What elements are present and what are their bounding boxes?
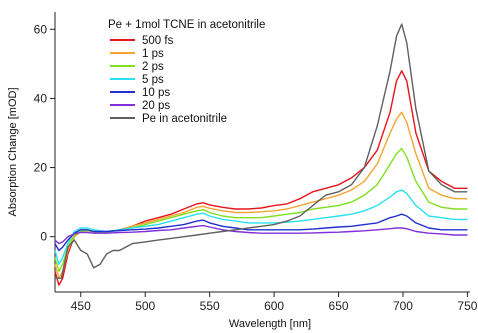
y-tick-label: 40 — [34, 91, 48, 105]
series-line-5 — [54, 224, 468, 245]
legend-label: 10 ps — [142, 87, 170, 99]
series-line-3 — [54, 189, 468, 265]
y-tick-label: 60 — [34, 22, 48, 36]
series-line-6 — [55, 23, 468, 279]
legend-label: Pe in acetonitrile — [142, 113, 227, 125]
y-tick-label: 0 — [40, 230, 47, 244]
series-lines — [54, 23, 468, 286]
series-line-2 — [54, 147, 468, 272]
legend: Pe + 1mol TCNE in acetonitrile 500 fs1 p… — [108, 19, 265, 125]
x-tick-label: 750 — [457, 299, 477, 313]
x-tick-label: 650 — [329, 299, 349, 313]
legend-title: Pe + 1mol TCNE in acetonitrile — [108, 19, 265, 31]
y-tick-label: 20 — [34, 161, 48, 175]
legend-label: 2 ps — [142, 61, 164, 73]
x-tick-label: 500 — [135, 299, 155, 313]
series-line-0 — [54, 70, 468, 286]
y-axis-label: Absorption Change [mOD] — [7, 87, 19, 216]
x-tick-label: 600 — [264, 299, 284, 313]
x-ticks: 450 500 550 600 650 700 750 — [71, 292, 478, 313]
x-tick-label: 700 — [393, 299, 413, 313]
legend-label: 5 ps — [142, 74, 164, 86]
series-line-1 — [54, 111, 468, 279]
legend-label: 1 ps — [142, 48, 164, 60]
x-axis-label: Wavelength [nm] — [229, 318, 311, 330]
x-tick-label: 550 — [200, 299, 220, 313]
legend-label: 20 ps — [142, 100, 170, 112]
legend-label: 500 fs — [142, 35, 174, 47]
y-ticks: 0 20 40 60 — [34, 22, 55, 244]
x-tick-label: 450 — [71, 299, 91, 313]
